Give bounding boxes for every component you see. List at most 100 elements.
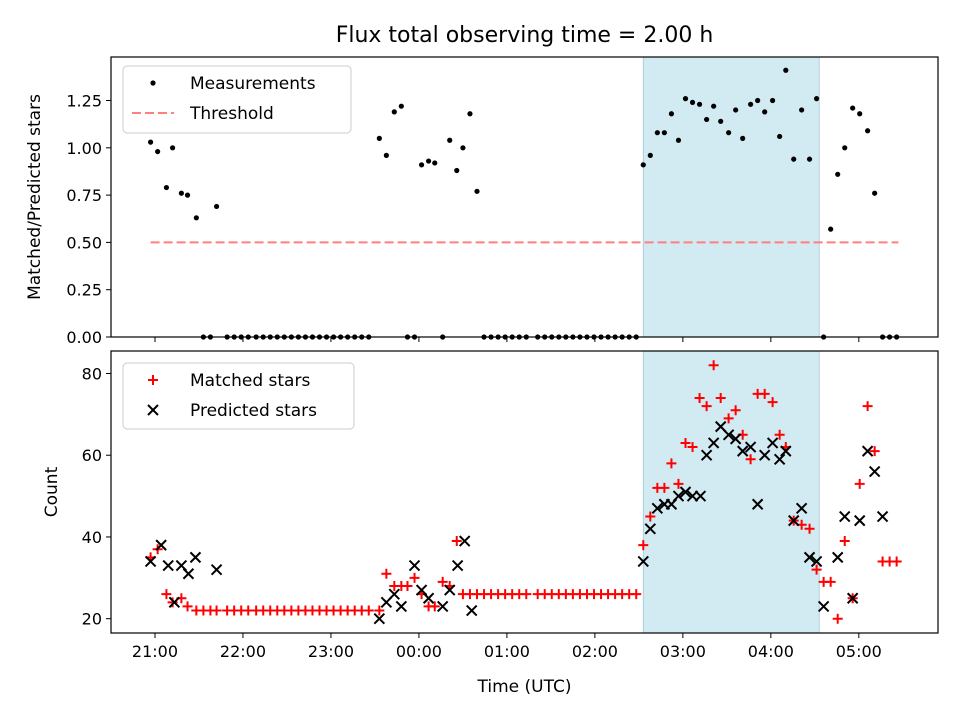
data-point (762, 109, 768, 115)
data-point (672, 490, 685, 502)
x-tick-label: 02:00 (572, 642, 618, 661)
data-point (811, 564, 822, 575)
data-point (402, 581, 413, 591)
data-point (751, 498, 764, 510)
data-point (637, 555, 649, 568)
data-point (783, 67, 789, 73)
data-point (704, 116, 710, 123)
data-point (631, 589, 642, 600)
data-point (418, 162, 425, 168)
y-tick-label: 60 (82, 446, 102, 465)
y-axis-label: Count (42, 466, 62, 517)
data-point (766, 437, 779, 449)
data-point (831, 551, 844, 564)
data-point (675, 137, 682, 143)
data-point (842, 145, 848, 151)
y-tick-label: 0.75 (66, 186, 102, 205)
data-point (162, 559, 174, 572)
legend-box (122, 65, 352, 134)
axes-frame (110, 56, 939, 338)
data-point (850, 105, 856, 111)
data-point (774, 429, 785, 440)
data-point (715, 393, 726, 403)
data-point (467, 111, 473, 117)
data-point (865, 128, 871, 134)
data-point (791, 156, 797, 162)
data-point (189, 551, 202, 564)
legend-marker (150, 80, 156, 86)
data-point (689, 99, 696, 106)
data-point (711, 103, 717, 109)
data-point (211, 605, 222, 616)
data-point (668, 111, 675, 117)
data-point (155, 148, 161, 155)
data-point (773, 453, 786, 466)
data-point (474, 188, 480, 194)
x-tick-label: 00:00 (396, 642, 442, 661)
data-point (645, 511, 656, 522)
data-point (813, 96, 820, 102)
data-point (466, 604, 478, 617)
data-point (409, 572, 420, 583)
data-point (178, 190, 184, 196)
data-point (767, 397, 778, 408)
data-point (184, 192, 191, 198)
axes-frame (110, 350, 939, 634)
data-point (391, 109, 397, 115)
data-point (682, 96, 689, 102)
data-point (733, 107, 739, 113)
data-point (722, 429, 735, 441)
y-axis-label: Matched/Predicted stars (25, 94, 45, 300)
series-predicted-stars (144, 420, 889, 625)
data-point (795, 502, 808, 515)
data-point (213, 203, 220, 210)
data-point (770, 97, 776, 104)
data-point (707, 437, 720, 449)
data-point (661, 130, 667, 136)
x-tick-label: 23:00 (308, 642, 354, 661)
data-point (730, 405, 741, 416)
data-point (168, 596, 181, 609)
data-point (163, 184, 170, 191)
data-point (395, 600, 408, 613)
x-tick-label: 22:00 (220, 642, 266, 661)
data-point (758, 449, 771, 461)
legend-box (122, 362, 355, 430)
highlight-span (642, 56, 820, 338)
data-point (182, 601, 193, 612)
y-tick-label: 1.00 (66, 139, 102, 158)
data-point (828, 226, 834, 232)
data-point (755, 97, 761, 104)
data-point (647, 152, 653, 158)
data-point (788, 514, 800, 527)
data-point (679, 486, 692, 498)
legend: Matched stars Predicted stars (122, 362, 355, 430)
data-point (374, 605, 385, 616)
data-point (398, 103, 404, 109)
data-point (740, 135, 746, 141)
data-point (700, 449, 713, 461)
legend-label: Measurements (190, 74, 316, 94)
data-point (701, 401, 712, 412)
y-tick-label: 0.00 (66, 328, 102, 347)
data-point (458, 535, 471, 547)
y-tick-label: 20 (82, 610, 102, 629)
data-point (640, 162, 646, 168)
data-point (729, 433, 742, 445)
x-tick-label: 01:00 (484, 642, 530, 661)
y-tick-label: 0.25 (66, 281, 102, 300)
data-point (876, 510, 889, 523)
data-point (182, 568, 195, 580)
data-point (210, 563, 223, 576)
data-point (147, 139, 154, 145)
data-point (408, 559, 421, 572)
data-point (759, 388, 770, 399)
data-point (804, 523, 815, 534)
data-point (422, 592, 435, 604)
highlight-span (642, 350, 820, 634)
data-point (167, 597, 178, 608)
data-point (432, 160, 438, 166)
data-point (799, 107, 805, 113)
data-point (839, 510, 851, 523)
data-point (444, 584, 456, 596)
